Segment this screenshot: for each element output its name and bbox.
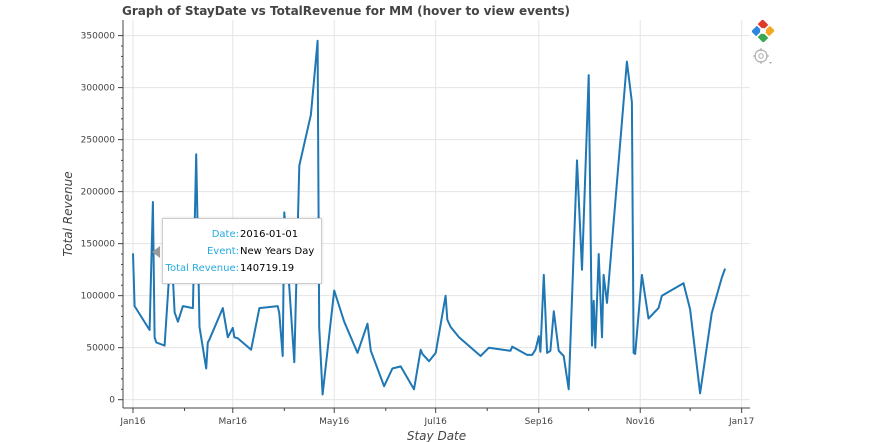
revenue-series-line[interactable]	[132, 39, 727, 396]
y-tick-label: 150000	[81, 240, 116, 250]
axes: 0 50000 100000 150000 200000 250000 300000 3500…	[81, 20, 754, 427]
y-tick-label: 350000	[81, 32, 116, 42]
x-axis-title: Stay Date	[407, 429, 466, 442]
tooltip-event-value: New Years Day	[240, 246, 315, 257]
x-tick-label: May16	[319, 417, 349, 427]
tooltip-pointer	[152, 246, 160, 258]
x-tick-label: Jan17	[728, 417, 754, 427]
toolbar	[751, 19, 778, 72]
plot-area[interactable]	[132, 39, 727, 396]
tooltip-date-label: Date:	[211, 229, 239, 240]
bokeh-logo-icon[interactable]	[751, 19, 775, 43]
y-tick-label: 200000	[81, 188, 116, 198]
tooltip-date-value: 2016-01-01	[240, 229, 299, 240]
x-tick-label: Sep16	[525, 417, 554, 427]
x-tick-label: Jan16	[119, 417, 146, 427]
hover-tool-icon[interactable]	[752, 46, 774, 68]
chart-title: Graph of StayDate vs TotalRevenue for MM…	[122, 4, 570, 18]
hover-tooltip: Date: 2016-01-01 Event: New Years Day To…	[162, 218, 322, 284]
y-tick-label: 100000	[81, 292, 116, 302]
y-tick-label: 0	[109, 396, 115, 406]
tooltip-revenue-value: 140719.19	[240, 263, 295, 274]
x-tick-label: Nov16	[626, 417, 655, 427]
x-tick-label: Mar16	[219, 417, 248, 427]
x-tick-label: Jul16	[424, 417, 448, 427]
y-tick-label: 250000	[81, 136, 116, 146]
tooltip-event-label: Event:	[206, 246, 239, 257]
tooltip-revenue-label: Total Revenue:	[165, 263, 239, 274]
y-tick-label: 300000	[81, 84, 116, 94]
y-axis-title: Total Revenue	[61, 171, 75, 256]
y-tick-label: 50000	[86, 344, 115, 354]
